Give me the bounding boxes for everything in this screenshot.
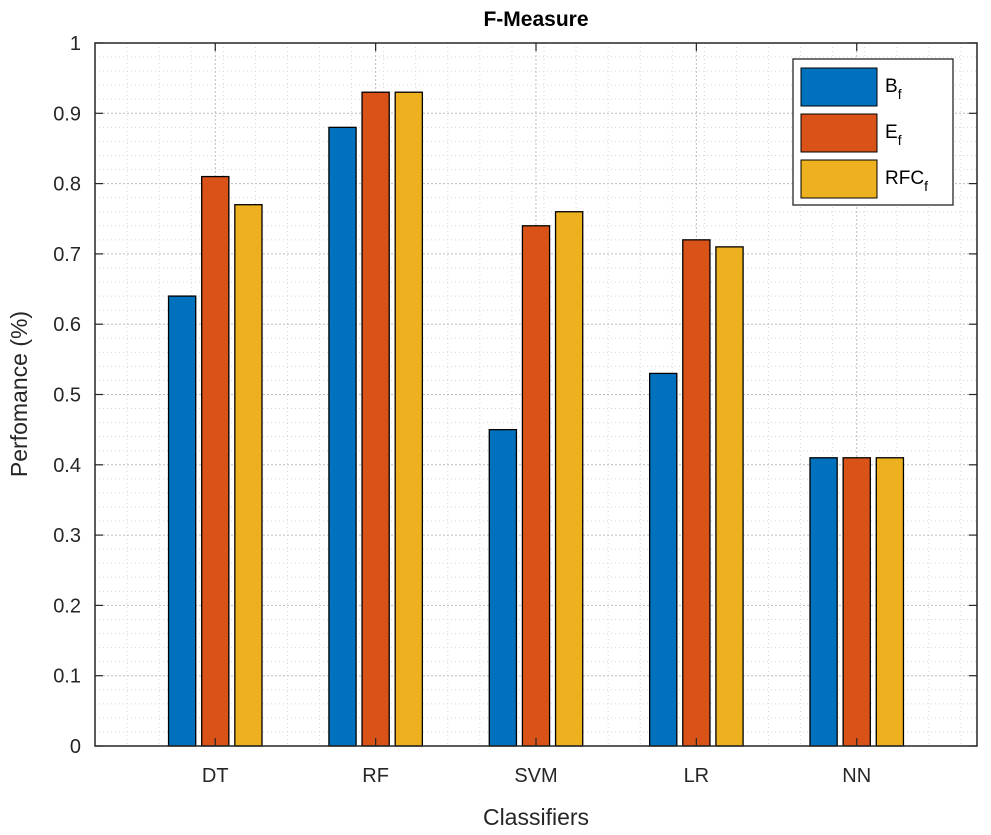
x-axis-title: Classifiers xyxy=(483,804,589,830)
bar-rfc-dt xyxy=(234,204,263,747)
bar-e-svm xyxy=(521,225,551,747)
bar-b-dt xyxy=(167,295,197,747)
legend-swatch xyxy=(800,113,878,153)
y-tick-label: 0.9 xyxy=(53,103,81,125)
x-tick-label: NN xyxy=(842,765,871,787)
chart-title: F-Measure xyxy=(483,8,588,31)
y-axis-title: Perfomance (%) xyxy=(6,311,32,477)
bar-rfc-nn xyxy=(875,457,905,747)
x-tick-label: DT xyxy=(202,765,229,787)
bar-rfc-rf xyxy=(394,91,424,747)
legend-label: Ef xyxy=(885,122,902,148)
y-tick-label: 1 xyxy=(70,33,81,55)
bar-e-lr xyxy=(682,239,711,747)
y-tick-label: 0.2 xyxy=(53,595,81,617)
bar-rfc-lr xyxy=(715,246,744,747)
bar-b-rf xyxy=(328,126,357,747)
y-tick-label: 0.3 xyxy=(53,525,81,547)
bar-e-rf xyxy=(361,91,390,747)
bar-e-dt xyxy=(201,175,230,747)
x-tick-label: RF xyxy=(362,765,389,787)
y-tick-label: 0.4 xyxy=(53,455,81,477)
legend-swatch xyxy=(800,159,878,199)
legend-label: Bf xyxy=(885,76,902,102)
bar-b-svm xyxy=(488,428,518,747)
axis-ticks: 0 0.1 0.2 0.3 0.4 0.5 0.6 0.7 0.8 0.9 1 DT RF SVM LR NN xyxy=(53,33,977,787)
x-tick-label: LR xyxy=(684,765,710,787)
y-tick-label: 0 xyxy=(70,736,81,758)
bar-b-nn xyxy=(809,457,838,747)
y-tick-label: 0.1 xyxy=(53,666,81,688)
y-tick-label: 0.5 xyxy=(53,385,81,407)
bars xyxy=(167,91,905,747)
bar-rfc-svm xyxy=(554,211,584,747)
x-tick-label: SVM xyxy=(514,765,557,787)
y-tick-label: 0.8 xyxy=(53,174,81,196)
legend-swatch xyxy=(800,67,878,107)
bar-e-nn xyxy=(842,457,871,747)
y-tick-label: 0.7 xyxy=(53,244,81,266)
y-tick-label: 0.6 xyxy=(53,314,81,336)
bar-b-lr xyxy=(648,372,678,747)
